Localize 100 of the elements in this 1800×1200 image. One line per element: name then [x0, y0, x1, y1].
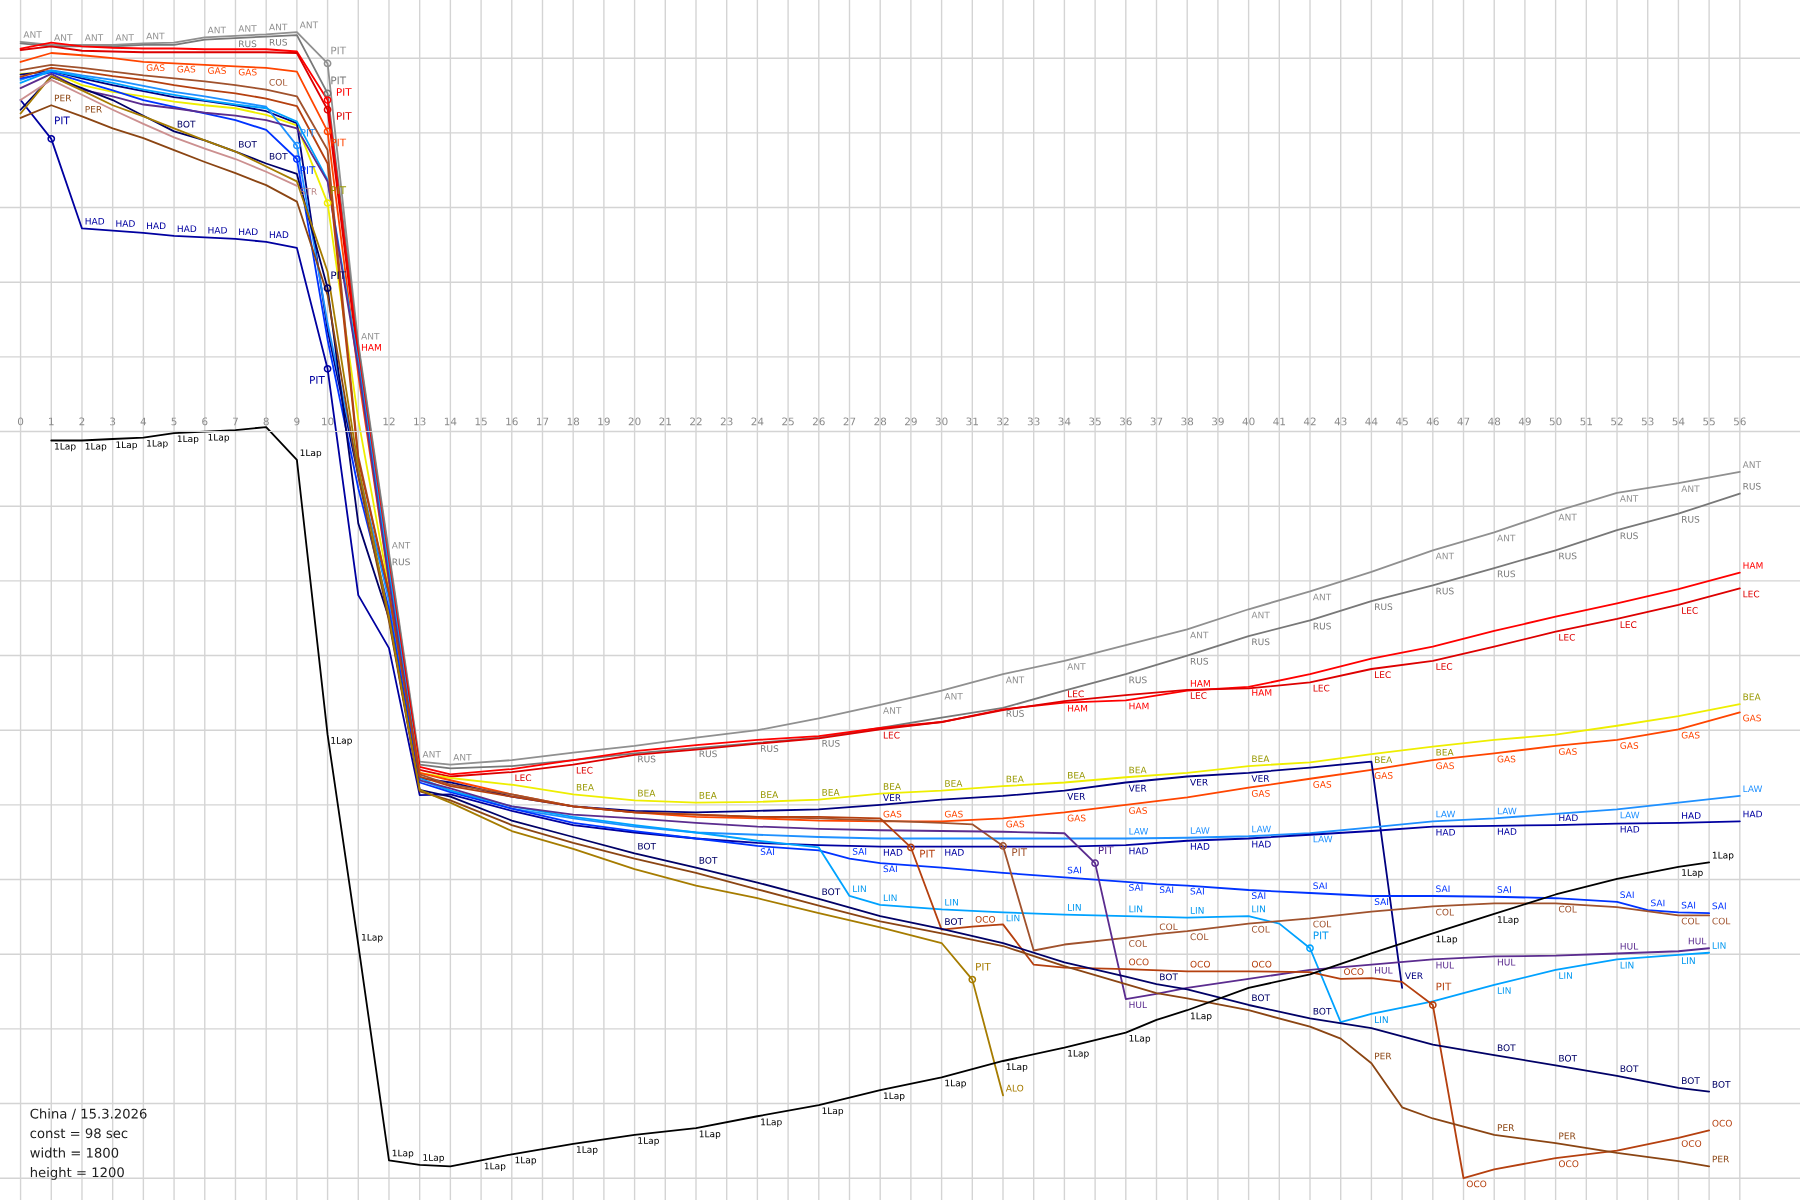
text: SAI — [1129, 884, 1143, 891]
text: LAW — [1129, 827, 1149, 835]
x-tick-label: 15 — [475, 417, 487, 426]
text: OCO — [1190, 960, 1210, 968]
x-tick-label: 48 — [1488, 417, 1501, 426]
x-tick-label: 44 — [1365, 417, 1378, 426]
text: ANT — [1497, 534, 1516, 542]
text: BOT — [638, 842, 657, 850]
text: RUS — [1682, 515, 1700, 523]
text: VER — [1067, 793, 1086, 800]
text: RUS — [239, 40, 257, 48]
annotation: PIT — [336, 112, 352, 120]
text: LIN — [1068, 904, 1081, 911]
text: SAI — [1712, 902, 1726, 910]
text: ANT — [23, 31, 42, 38]
text: BEA — [1375, 756, 1393, 764]
text: BOT — [1712, 1080, 1731, 1088]
text: HAD — [883, 849, 903, 856]
series-label: VER — [883, 794, 901, 801]
text: BOT — [177, 120, 196, 128]
text: HUL — [1688, 937, 1707, 945]
text: GAS — [1129, 807, 1147, 814]
text: HAD — [1252, 840, 1271, 848]
text: RUS — [1190, 657, 1209, 665]
text: 1Lap — [1129, 1034, 1151, 1044]
text: 1Lap — [1682, 869, 1703, 878]
text: SAI — [1374, 898, 1389, 906]
text: GAS — [1497, 755, 1516, 763]
text: HUL — [1436, 961, 1454, 969]
text: LIN — [945, 898, 958, 906]
text: ANT — [453, 754, 472, 761]
text: LIN — [1620, 961, 1634, 969]
text: 1Lap — [392, 1149, 414, 1159]
text: ANT — [422, 751, 441, 758]
text: RUS — [699, 750, 717, 758]
text: LAW — [1436, 810, 1456, 818]
text: LAW — [1252, 825, 1271, 833]
text: 1Lap — [300, 449, 322, 458]
text: BOT — [239, 140, 257, 148]
text: 1Lap — [945, 1079, 966, 1089]
text: VER — [1404, 972, 1423, 979]
x-tick-label: 25 — [782, 417, 794, 426]
x-tick-label: 32 — [997, 417, 1009, 426]
text: 1Lap — [638, 1137, 659, 1146]
text: GAS — [177, 65, 196, 73]
x-tick-label: 49 — [1518, 417, 1531, 426]
text: GAS — [1681, 731, 1700, 739]
annotation: PIT — [1436, 982, 1452, 991]
text: OCO — [1558, 1160, 1579, 1168]
text: RUS — [1313, 622, 1331, 630]
text: RUS — [1129, 676, 1147, 684]
text: GAS — [1313, 781, 1332, 788]
text: RUS — [1743, 482, 1761, 490]
x-tick-label: 37 — [1150, 417, 1163, 426]
text: SAI — [1651, 899, 1665, 907]
text: 1Lap — [177, 435, 199, 444]
text: PER — [1712, 1155, 1730, 1163]
text: 1Lap — [362, 933, 383, 943]
text: BOT — [699, 856, 718, 864]
text: LAW — [1313, 835, 1333, 843]
x-tick-label: 43 — [1334, 417, 1347, 426]
text: 1Lap — [1006, 1063, 1028, 1072]
text: LEC — [1313, 684, 1330, 692]
text: ANT — [1005, 676, 1025, 684]
x-tick-label: 9 — [294, 417, 300, 426]
text: PER — [85, 105, 102, 113]
x-tick-label: 18 — [567, 417, 580, 426]
text: LIN — [853, 885, 866, 893]
x-tick-label: 28 — [874, 417, 887, 426]
text: ANT — [146, 32, 165, 40]
text: COL — [1251, 925, 1270, 933]
series-label: HUL — [1497, 958, 1516, 966]
x-tick-label: 10 — [322, 417, 334, 426]
text: OCO — [1251, 960, 1272, 968]
x-tick-label: 7 — [233, 417, 238, 426]
text: COL — [1313, 920, 1332, 928]
text: ANT — [238, 25, 257, 32]
text: RUS — [1620, 532, 1638, 540]
text: COL — [1436, 908, 1454, 916]
x-tick-label: 38 — [1181, 417, 1194, 426]
text: BOT — [1620, 1065, 1639, 1073]
text: RUS — [269, 38, 288, 46]
text: HUL — [1620, 942, 1639, 950]
text: LIN — [1375, 1016, 1388, 1023]
series-label: LIN — [1006, 914, 1020, 922]
text: HAD — [1682, 812, 1701, 819]
text: BOT — [1252, 994, 1271, 1002]
text: GAS — [944, 810, 963, 818]
x-tick-label: 50 — [1549, 417, 1562, 426]
x-tick-label: 23 — [720, 417, 733, 426]
text: BOT — [1313, 1007, 1332, 1015]
x-tick-label: 27 — [843, 417, 856, 426]
series-label: LAW — [1497, 807, 1517, 815]
x-tick-label: 30 — [935, 417, 948, 426]
text: COL — [269, 78, 288, 86]
x-tick-label: 53 — [1641, 417, 1654, 426]
text: GAS — [1006, 820, 1025, 828]
text: SAI — [1620, 891, 1634, 899]
series-label: RUS — [392, 558, 410, 566]
text: ANT — [1558, 513, 1577, 521]
